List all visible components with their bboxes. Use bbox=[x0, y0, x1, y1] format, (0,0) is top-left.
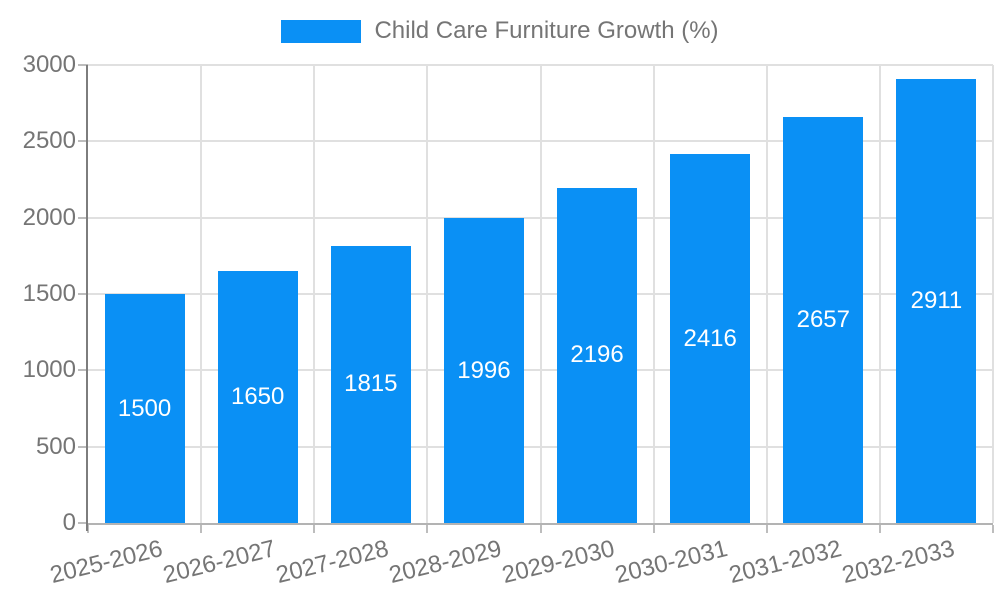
v-gridline bbox=[426, 65, 429, 523]
x-axis-tick bbox=[878, 525, 881, 533]
x-axis-tick bbox=[765, 525, 768, 533]
v-gridline bbox=[652, 65, 655, 523]
x-axis-line bbox=[88, 523, 993, 525]
x-axis-label: 2027-2028 bbox=[273, 535, 392, 589]
bar-2026-2027[interactable] bbox=[217, 271, 298, 523]
x-axis-label: 2030-2031 bbox=[612, 535, 731, 589]
v-gridline bbox=[539, 65, 542, 523]
y-axis-tick bbox=[78, 445, 88, 448]
x-axis-tick bbox=[652, 525, 655, 533]
y-axis-line bbox=[86, 65, 88, 531]
bar-2028-2029[interactable] bbox=[443, 218, 524, 523]
legend-label: Child Care Furniture Growth (%) bbox=[374, 17, 719, 44]
x-axis-label: 2031-2032 bbox=[725, 535, 844, 589]
y-axis-tick bbox=[78, 64, 88, 66]
y-axis-label: 2500 bbox=[22, 127, 76, 155]
v-gridline bbox=[200, 65, 203, 523]
y-axis-tick bbox=[78, 293, 88, 295]
x-axis-tick bbox=[426, 525, 429, 533]
legend-item[interactable]: Child Care Furniture Growth (%) bbox=[281, 17, 719, 45]
y-axis-label: 3000 bbox=[22, 51, 76, 78]
x-axis-label: 2032-2033 bbox=[839, 535, 957, 589]
v-gridline bbox=[313, 65, 316, 523]
x-axis-tick bbox=[992, 525, 994, 533]
legend-swatch bbox=[281, 19, 362, 43]
bar-2031-2032[interactable] bbox=[783, 117, 864, 523]
h-gridline bbox=[88, 64, 993, 66]
y-axis-tick bbox=[78, 216, 88, 219]
bar-2030-2031[interactable] bbox=[670, 154, 751, 523]
x-axis-label: 2025-2026 bbox=[47, 535, 166, 589]
x-axis-label: 2028-2029 bbox=[386, 535, 505, 589]
y-axis-tick bbox=[78, 140, 88, 143]
bar-2027-2028[interactable] bbox=[330, 245, 411, 523]
x-axis-tick bbox=[313, 525, 316, 533]
y-axis-label: 2000 bbox=[22, 203, 76, 231]
v-gridline bbox=[765, 65, 768, 523]
y-axis-tick bbox=[78, 522, 88, 524]
v-gridline bbox=[878, 65, 881, 523]
x-axis-label: 2026-2027 bbox=[160, 535, 279, 589]
bar-2029-2030[interactable] bbox=[557, 187, 638, 523]
v-gridline bbox=[992, 65, 994, 523]
y-axis-label: 500 bbox=[35, 432, 76, 460]
y-axis-tick bbox=[78, 369, 88, 372]
y-axis-label: 0 bbox=[62, 509, 76, 536]
x-axis-tick bbox=[539, 525, 542, 533]
x-axis-tick bbox=[87, 525, 89, 533]
legend: Child Care Furniture Growth (%) bbox=[0, 17, 1000, 45]
x-axis-tick bbox=[200, 525, 203, 533]
y-axis-label: 1500 bbox=[22, 280, 76, 307]
x-axis-label: 2029-2030 bbox=[499, 535, 618, 589]
bar-2032-2033[interactable] bbox=[896, 78, 977, 523]
bar-2025-2026[interactable] bbox=[104, 294, 185, 523]
y-axis-label: 1000 bbox=[22, 356, 76, 384]
